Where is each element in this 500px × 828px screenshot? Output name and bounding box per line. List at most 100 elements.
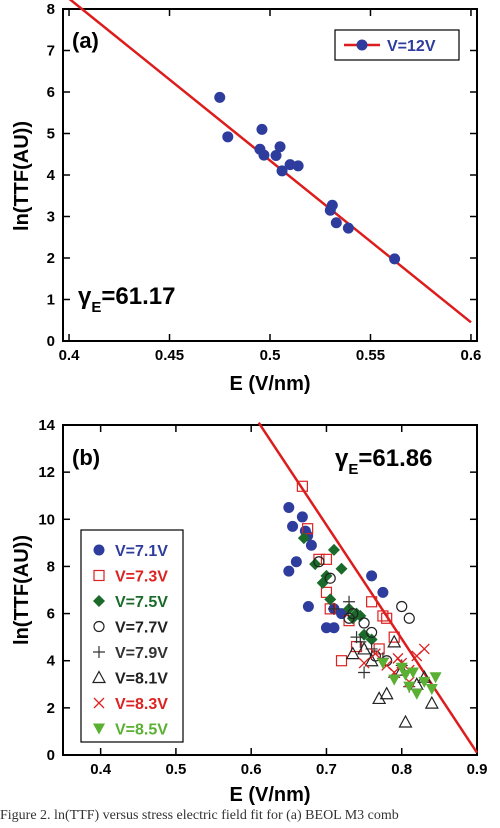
chart-b-legend-marker-4	[93, 646, 105, 658]
chart-a-ylabel: ln(TTF(AU))	[11, 121, 33, 231]
chart-b-point-s3-3	[347, 607, 359, 620]
chart-b-point-s0-1	[287, 520, 299, 532]
chart-a-legend-label: V=12V	[387, 38, 436, 55]
chart-b-point-s0-2	[290, 556, 302, 568]
chart-a-point-s0-9	[292, 160, 304, 172]
chart-b-xtick-label: 0.9	[467, 761, 488, 778]
chart-b-point-s1-1	[302, 523, 314, 535]
chart-a-point-s0-7	[276, 165, 288, 177]
chart-a-legend: V=12V	[334, 29, 460, 61]
chart-b-point-s0-11	[377, 586, 389, 598]
chart-b-point-s7-5	[410, 688, 423, 700]
chart-b-ytick-label: 10	[38, 511, 55, 528]
chart-a-ytick-label: 8	[47, 1, 55, 18]
chart-b-point-s0-10	[366, 570, 378, 582]
chart-b-ytick-label: 4	[47, 653, 56, 670]
chart-b-point-s7-3	[399, 669, 412, 681]
chart-a-xtick-label: 0.6	[461, 347, 482, 364]
chart-b-gamma-annotation: γE=61.86	[335, 445, 432, 478]
chart-b-ytick-label: 0	[47, 747, 55, 764]
chart-b-point-s1-13	[381, 612, 393, 624]
chart-b-point-s4-0	[327, 602, 340, 615]
chart-b-legend: V=7.1V V=7.3V V=7.5V V=7.7V V=7.9V V=8.1V V=8.…	[80, 529, 184, 743]
chart-a-point-s0-4	[258, 149, 270, 161]
chart-b-point-s0-0	[283, 502, 295, 513]
chart-b-point-s5-0	[345, 646, 360, 660]
chart-a-panel-label: (a)	[72, 28, 99, 53]
chart-b-legend-marker-7	[93, 723, 105, 735]
chart-b-legend-label-4: V=7.9V	[115, 645, 168, 662]
chart-b-xtick-label: 0.8	[391, 761, 412, 778]
chart-b-point-s5-10	[387, 634, 402, 648]
chart-b-ytick-label: 6	[47, 606, 55, 623]
chart-b-legend-label-7: V=8.5V	[115, 722, 168, 739]
chart-b-point-s5-9	[424, 695, 439, 709]
chart-a-ytick-label: 6	[47, 84, 55, 101]
chart-b-legend-label-5: V=8.1V	[115, 671, 168, 688]
chart-b-fit-line	[257, 421, 479, 754]
chart-b-frame	[62, 424, 478, 756]
chart-b-ytick-label: 14	[38, 417, 55, 434]
chart-b-point-s1-0	[296, 480, 308, 492]
chart-a-point-s0-0	[214, 91, 226, 103]
chart-a-gamma-value: =61.17	[101, 283, 175, 310]
chart-b-point-s0-7	[320, 622, 332, 634]
chart-a-ytick-label: 0	[47, 333, 55, 350]
chart-b-legend-label-3: V=7.7V	[115, 620, 168, 637]
chart-b-point-s2-5	[335, 562, 348, 575]
chart-a-point-s0-14	[389, 253, 401, 265]
chart-b-point-s3-1	[324, 572, 336, 584]
chart-b-ytick-label: 12	[38, 464, 55, 481]
chart-b-point-s6-1	[369, 648, 381, 660]
chart-b-point-s2-3	[324, 593, 337, 606]
chart-b-point-s7-2	[395, 662, 408, 674]
chart-b-xtick-label: 0.7	[316, 761, 337, 778]
chart-b-point-s0-5	[302, 601, 314, 612]
chart-a-xtick-label: 0.55	[356, 347, 385, 364]
chart-b-point-s5-5	[394, 662, 409, 676]
chart-b-point-s7-7	[425, 684, 438, 695]
chart-b-point-s7-4	[403, 681, 416, 693]
chart-b-point-s6-9	[392, 652, 404, 664]
chart-b-legend-label-2: V=7.5V	[115, 594, 168, 611]
chart-b-gamma-symbol: γ	[335, 445, 349, 472]
chart-b-point-s4-8	[350, 631, 363, 644]
chart-a-point-s0-6	[274, 141, 286, 153]
chart-b: (b) E (V/nm) ln(TTF(AU)) γE=61.86 0.4 0.5…	[11, 417, 487, 806]
figure: (a) E (V/nm) ln(TTF(AU)) γE=61.17 V=12V …	[11, 0, 487, 806]
chart-b-ylabel: ln(TTF(AU))	[11, 535, 33, 645]
chart-b-point-s5-3	[372, 691, 387, 705]
chart-b-xlabel: E (V/nm)	[229, 784, 310, 806]
chart-b-point-s7-0	[376, 658, 389, 670]
chart-b-legend-marker-6	[93, 697, 105, 709]
chart-b-point-s3-9	[403, 612, 415, 624]
chart-a-ytick-label: 2	[47, 250, 55, 267]
chart-a: (a) E (V/nm) ln(TTF(AU)) γE=61.17 V=12V …	[11, 0, 481, 395]
chart-a-xtick-label: 0.5	[260, 347, 281, 364]
chart-b-point-s2-12	[343, 602, 356, 615]
chart-b-point-s7-1	[388, 674, 401, 686]
chart-a-legend-marker	[356, 39, 368, 51]
chart-b-legend-box	[80, 529, 184, 743]
chart-b-point-s2-0	[297, 532, 310, 545]
chart-b-legend-label-0: V=7.1V	[115, 543, 168, 560]
chart-a-ytick-label: 1	[47, 292, 55, 309]
chart-b-legend-label-1: V=7.3V	[115, 569, 168, 586]
chart-b-point-s1-10	[388, 631, 400, 643]
chart-b-point-s6-7	[418, 643, 430, 655]
chart-b-xtick-label: 0.4	[90, 761, 112, 778]
chart-b-point-s0-8	[328, 622, 340, 634]
chart-b-point-s5-6	[398, 714, 413, 728]
chart-a-xlabel: E (V/nm)	[229, 373, 310, 395]
chart-b-xtick-label: 0.6	[241, 761, 262, 778]
chart-a-point-s0-1	[222, 131, 234, 143]
chart-b-point-s5-1	[357, 641, 372, 655]
chart-a-point-s0-3	[256, 123, 268, 135]
chart-b-point-s1-9	[377, 610, 389, 622]
chart-a-gamma-annotation: γE=61.17	[78, 283, 175, 316]
chart-b-point-s5-4	[379, 686, 394, 700]
chart-b-point-s1-8	[366, 596, 378, 608]
chart-a-ytick-label: 4	[47, 167, 56, 184]
chart-b-point-s7-9	[407, 667, 420, 679]
chart-b-legend-marker-0	[93, 544, 105, 556]
